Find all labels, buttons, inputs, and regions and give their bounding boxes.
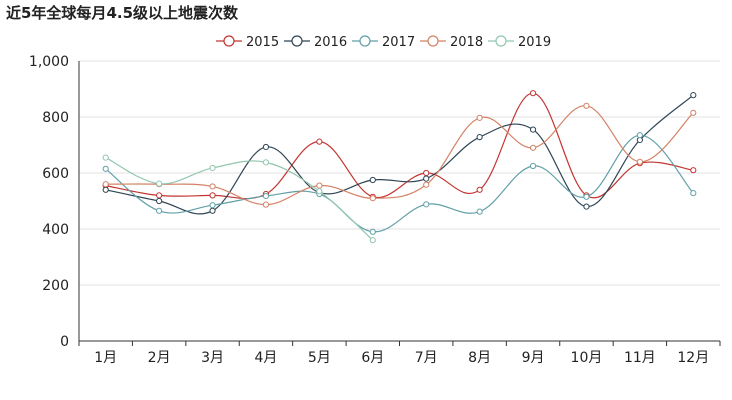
data-point-2018 — [262, 201, 270, 208]
series-line-2018 — [105, 105, 694, 206]
data-point-2016 — [529, 126, 537, 133]
data-point-2019 — [316, 188, 323, 195]
data-point-2016 — [209, 207, 216, 214]
y-tick-label: 0 — [60, 334, 69, 350]
data-point-2019 — [209, 164, 216, 172]
x-tick-label: 12月 — [677, 350, 709, 366]
data-point-2016 — [262, 143, 270, 151]
data-point-2018 — [209, 183, 216, 190]
legend-marker-2018 — [427, 35, 439, 47]
data-point-2017 — [156, 207, 163, 214]
legend-marker-2019 — [495, 35, 507, 47]
data-point-2016 — [583, 203, 590, 210]
data-point-2017 — [209, 202, 216, 209]
legend-label-2018: 2018 — [450, 35, 483, 50]
data-point-2018 — [529, 144, 537, 151]
data-point-2017 — [423, 201, 430, 208]
x-tick-label: 10月 — [571, 350, 603, 366]
legend-marker-2016 — [291, 35, 303, 47]
data-point-2017 — [262, 192, 270, 200]
x-tick-label: 8月 — [468, 350, 491, 366]
data-point-2018 — [690, 109, 697, 116]
series-line-2017 — [105, 134, 694, 233]
legend-marker-2015 — [223, 35, 235, 47]
legend-label-2015: 2015 — [246, 35, 279, 50]
data-point-2017 — [583, 193, 590, 200]
data-point-2019 — [156, 180, 163, 187]
data-point-2017 — [636, 132, 643, 139]
x-tick-label: 11月 — [624, 350, 656, 366]
series-line-2015 — [105, 92, 694, 200]
data-point-2018 — [316, 182, 323, 189]
x-tick-label: 4月 — [254, 350, 277, 366]
data-point-2015 — [316, 138, 323, 145]
legend-label-2017: 2017 — [382, 35, 415, 50]
x-tick-label: 5月 — [308, 350, 331, 366]
x-tick-label: 1月 — [94, 350, 117, 366]
data-point-2018 — [583, 102, 590, 109]
y-tick-label: 400 — [42, 222, 69, 238]
series-line-2019 — [105, 157, 374, 241]
x-tick-label: 3月 — [201, 350, 224, 366]
data-point-2018 — [369, 195, 376, 202]
x-tick-label: 6月 — [361, 350, 384, 366]
data-point-2016 — [369, 176, 376, 184]
legend-marker-2017 — [359, 35, 371, 47]
data-point-2017 — [529, 162, 537, 170]
data-point-2016 — [156, 197, 163, 205]
data-point-2015 — [529, 90, 537, 97]
x-tick-label: 7月 — [415, 350, 438, 366]
y-tick-label: 200 — [42, 278, 69, 294]
data-point-2019 — [262, 159, 270, 166]
data-point-2015 — [690, 167, 697, 174]
data-point-2016 — [423, 175, 430, 182]
x-tick-label: 9月 — [522, 350, 545, 366]
data-point-2015 — [209, 192, 216, 199]
y-tick-label: 1,000 — [29, 54, 69, 70]
data-point-2018 — [102, 181, 109, 188]
data-point-2015 — [423, 169, 430, 177]
legend-label-2019: 2019 — [518, 35, 551, 50]
data-point-2017 — [690, 190, 697, 197]
data-point-2019 — [369, 237, 376, 244]
y-tick-label: 600 — [42, 166, 69, 182]
data-point-2016 — [102, 186, 109, 193]
data-point-2015 — [156, 192, 163, 199]
data-point-2018 — [636, 158, 643, 165]
data-point-2016 — [690, 92, 697, 99]
data-point-2015 — [476, 186, 483, 193]
legend-label-2016: 2016 — [314, 35, 347, 50]
data-point-2018 — [476, 114, 483, 121]
data-point-2017 — [476, 208, 483, 215]
data-point-2016 — [476, 134, 483, 141]
y-tick-label: 800 — [42, 110, 69, 126]
data-point-2017 — [102, 165, 109, 172]
data-point-2019 — [102, 154, 109, 161]
chart-title: 近5年全球每月4.5级以上地震次数 — [6, 4, 239, 22]
data-point-2018 — [423, 181, 430, 188]
x-tick-label: 2月 — [148, 350, 171, 366]
data-point-2017 — [369, 228, 376, 235]
